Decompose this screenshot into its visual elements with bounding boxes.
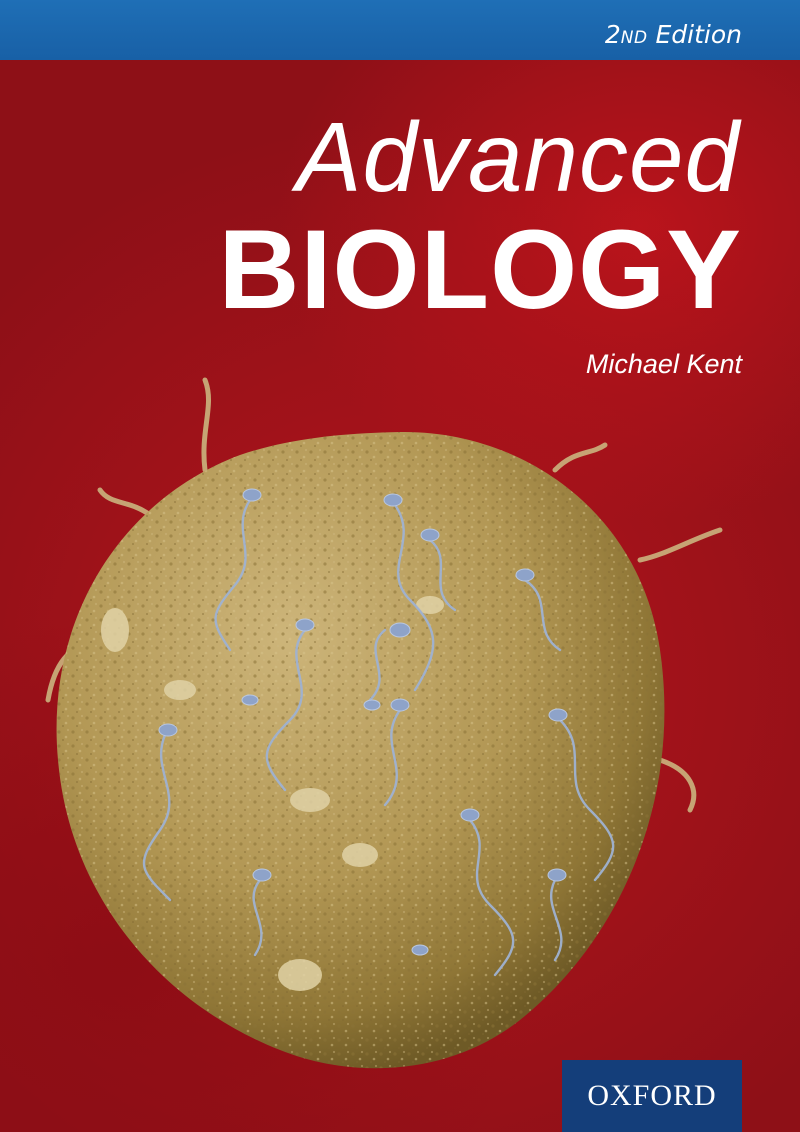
publisher-name: OXFORD [587, 1079, 717, 1112]
cell-debris [101, 596, 444, 991]
edition-number: 2 [604, 20, 621, 49]
edition-ordinal: ND [620, 28, 648, 48]
sperm-tails [142, 498, 615, 977]
edition-word: Edition [647, 20, 742, 49]
edition-band [0, 0, 800, 60]
edition-label: 2ND Edition [605, 20, 742, 53]
publisher-logo-box: OXFORD [562, 1060, 742, 1132]
egg-cell-illustration [45, 377, 723, 1069]
sperm-heads [158, 488, 568, 956]
author-name: Michael Kent [585, 349, 742, 379]
title-line-biology: BIOLOGY [218, 207, 742, 332]
title-line-advanced: Advanced [296, 102, 740, 212]
